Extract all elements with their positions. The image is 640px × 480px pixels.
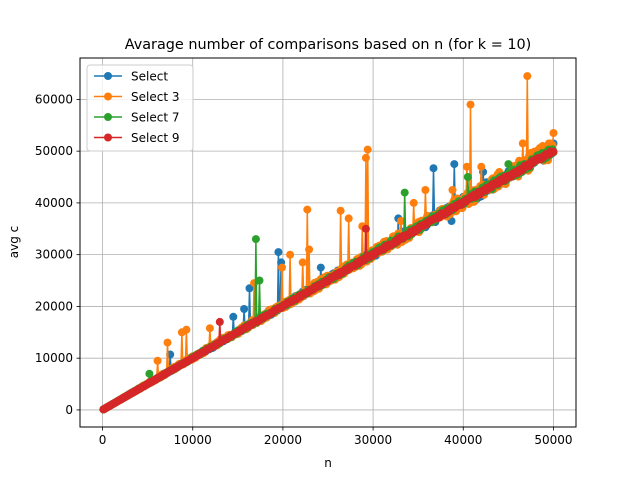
x-tick-label: 30000 — [354, 433, 392, 447]
data-point — [182, 325, 191, 334]
data-point — [477, 162, 486, 171]
series-layer — [99, 72, 558, 414]
data-point — [518, 139, 527, 148]
legend: Select Select 3 Select 7 Select 9 — [86, 64, 194, 152]
data-point — [397, 217, 405, 225]
legend-label: Select 3 — [131, 90, 179, 104]
data-point — [305, 245, 314, 254]
data-point — [523, 72, 532, 81]
data-point — [462, 162, 471, 171]
data-point — [361, 153, 370, 162]
data-point — [549, 147, 558, 156]
y-tick-label: 0 — [65, 403, 73, 417]
data-point — [504, 160, 513, 169]
y-tick-label: 40000 — [35, 196, 73, 210]
legend-marker — [104, 92, 112, 101]
data-point — [463, 173, 472, 181]
legend-item: Select 3 — [94, 90, 179, 104]
legend-marker — [104, 133, 112, 142]
x-tick-label: 40000 — [444, 433, 482, 447]
data-point — [286, 250, 295, 259]
data-point — [215, 317, 224, 326]
data-point — [278, 263, 286, 272]
y-tick-label: 20000 — [35, 299, 73, 313]
legend-item: Select — [94, 70, 168, 84]
data-point — [400, 188, 409, 197]
y-tick-label: 60000 — [35, 92, 73, 106]
legend-item: Select 9 — [94, 131, 179, 145]
series-select-9 — [99, 147, 558, 414]
legend-marker — [104, 113, 112, 121]
data-point — [448, 186, 457, 194]
data-point — [240, 305, 249, 313]
data-point — [205, 324, 214, 333]
data-point — [229, 312, 238, 321]
data-point — [363, 145, 372, 154]
data-point — [361, 224, 370, 233]
data-point — [466, 100, 475, 109]
y-tick-label: 30000 — [35, 248, 73, 262]
axes-frame — [79, 57, 577, 428]
x-tick-label: 0 — [99, 433, 107, 447]
data-point — [251, 235, 260, 244]
data-point — [303, 205, 312, 214]
y-tick-label: 10000 — [35, 351, 73, 365]
x-tick-label: 20000 — [264, 433, 302, 447]
data-point — [344, 214, 353, 223]
data-point — [255, 276, 264, 285]
data-point — [298, 258, 307, 267]
data-point — [274, 248, 283, 257]
data-point — [549, 129, 558, 137]
data-point — [163, 338, 172, 347]
tick-layer: 0 10000 20000 30000 40000 50000 0 10000 20000 300… — [35, 92, 573, 447]
y-tick-label: 50000 — [35, 144, 73, 158]
data-point — [245, 284, 254, 293]
data-point — [145, 369, 154, 378]
data-point — [421, 186, 430, 194]
data-point — [336, 206, 345, 215]
x-tick-label: 10000 — [174, 433, 212, 447]
legend-marker — [104, 72, 112, 80]
data-point — [429, 164, 438, 173]
x-tick-label: 50000 — [534, 433, 572, 447]
chart-title: Avarage number of comparisons based on n… — [125, 37, 532, 53]
data-point — [409, 198, 418, 207]
legend-label: Select 7 — [131, 111, 179, 125]
legend-label: Select — [131, 70, 168, 84]
legend-label: Select 9 — [131, 131, 179, 145]
data-point — [450, 160, 459, 169]
data-point — [316, 263, 325, 272]
data-point — [153, 356, 162, 365]
legend-item: Select 7 — [94, 111, 179, 125]
x-axis-label: n — [324, 456, 332, 470]
y-axis-label: avg c — [7, 226, 21, 258]
legend-box — [86, 64, 194, 152]
